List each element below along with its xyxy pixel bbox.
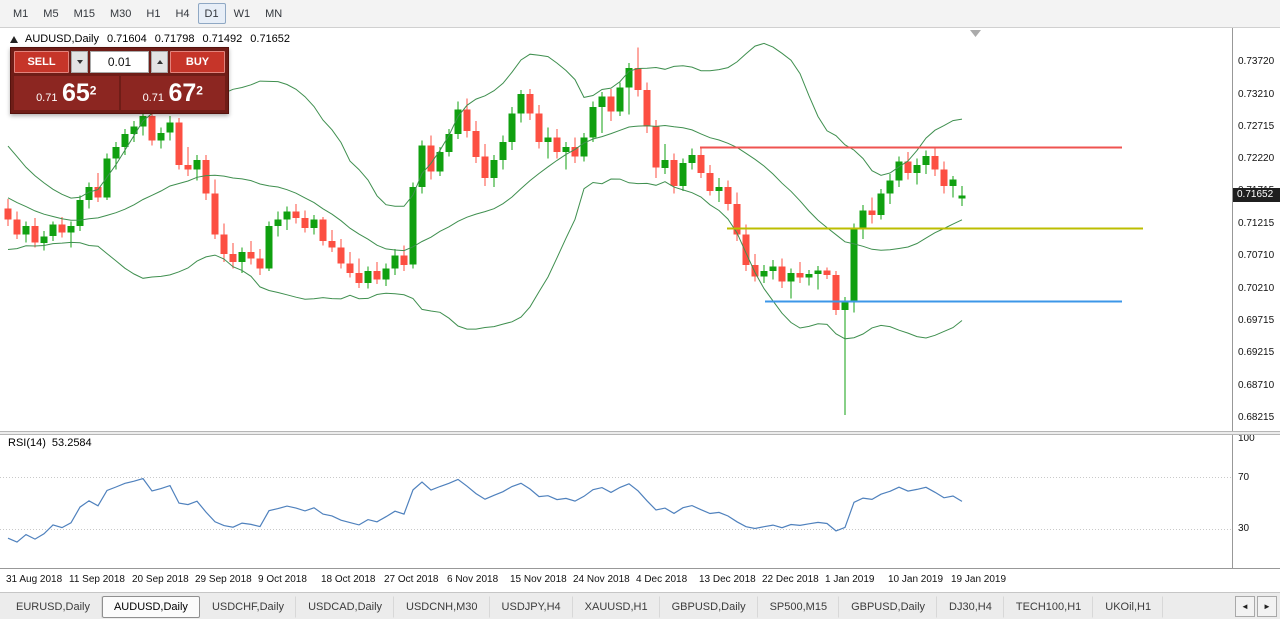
one-click-panel-toggle-icon[interactable] — [10, 35, 18, 43]
chart-tab-gbpusd-daily[interactable]: GBPUSD,Daily — [839, 596, 938, 618]
period-button-m5[interactable]: M5 — [43, 8, 59, 20]
horizontal-line-objects — [700, 146, 1143, 303]
period-button-mn[interactable]: MN — [265, 8, 283, 20]
period-button-w1[interactable]: W1 — [233, 8, 251, 20]
period-button-d1[interactable]: D1 — [197, 3, 226, 24]
period-button-m1[interactable]: M1 — [13, 8, 29, 20]
chart-tab-usdcnh-m30[interactable]: USDCNH,M30 — [394, 596, 490, 618]
chart-symbol-period: AUDUSD,Daily — [25, 33, 99, 45]
triangle-down-icon — [76, 60, 83, 64]
buy-price-major: 0.71 — [142, 92, 164, 104]
chart-window[interactable]: AUDUSD,Daily 0.71604 0.71798 0.71492 0.7… — [0, 28, 1280, 568]
tab-scroll-buttons: ◄ ► — [1235, 593, 1280, 619]
price-tick-label: 0.72220 — [1238, 153, 1275, 164]
date-tick-label: 31 Aug 2018 — [6, 574, 63, 585]
sell-price-point: 2 — [89, 83, 97, 98]
chart-tabbar: EURUSD,Daily AUDUSD,Daily USDCHF,Daily USDC… — [0, 592, 1280, 619]
chart-tabs-list: EURUSD,Daily AUDUSD,Daily USDCHF,Daily USDC… — [0, 593, 1164, 619]
sell-price-major: 0.71 — [36, 92, 58, 104]
chart-info-line: AUDUSD,Daily 0.71604 0.71798 0.71492 0.7… — [10, 33, 290, 45]
chart-tab-eurusd-daily[interactable]: EURUSD,Daily — [4, 596, 102, 618]
sell-price-pips: 65 — [61, 79, 90, 107]
price-tick-label: 0.73720 — [1238, 56, 1275, 67]
date-tick-label: 6 Nov 2018 — [447, 574, 499, 585]
candles-layer — [4, 47, 966, 415]
date-tick-label: 4 Dec 2018 — [636, 574, 688, 585]
volume-input[interactable]: 0.01 — [90, 51, 149, 73]
date-tick-label: 29 Sep 2018 — [195, 574, 252, 585]
period-button-h1[interactable]: H1 — [146, 8, 161, 20]
date-tick-label: 20 Sep 2018 — [132, 574, 189, 585]
time-axis[interactable]: 31 Aug 2018 11 Sep 2018 20 Sep 2018 29 Sep … — [0, 568, 1280, 592]
period-button-m30[interactable]: M30 — [109, 8, 132, 20]
buy-price-button[interactable]: 0.71 672 — [120, 76, 225, 110]
price-tick-label: 0.69215 — [1238, 347, 1275, 358]
chart-tab-audusd-daily[interactable]: AUDUSD,Daily — [101, 596, 200, 618]
ohlc-low: 0.71492 — [202, 33, 243, 45]
ohlc-close: 0.71652 — [250, 33, 291, 45]
price-tick-label: 0.68215 — [1238, 412, 1275, 423]
rsi-tick-label: 70 — [1238, 472, 1250, 483]
rsi-layer — [0, 477, 1232, 543]
buy-price-point: 2 — [196, 83, 203, 98]
rsi-indicator-canvas[interactable] — [0, 435, 1232, 568]
date-tick-label: 18 Oct 2018 — [321, 574, 376, 585]
rsi-tick-label: 30 — [1238, 523, 1250, 534]
volume-up-button[interactable] — [151, 51, 168, 73]
chart-tab-xauusd-h1[interactable]: XAUUSD,H1 — [573, 596, 660, 618]
volume-down-button[interactable] — [71, 51, 88, 73]
rsi-indicator-label: RSI(14) 53.2584 — [8, 437, 92, 449]
rsi-tick-label: 100 — [1238, 433, 1255, 444]
chart-tab-gbpusd-daily[interactable]: GBPUSD,Daily — [660, 596, 758, 618]
chart-tab-usdjpy-h4[interactable]: USDJPY,H4 — [490, 596, 573, 618]
date-tick-label: 19 Jan 2019 — [951, 574, 1007, 585]
date-tick-label: 15 Nov 2018 — [510, 574, 567, 585]
chart-tab-usdchf-daily[interactable]: USDCHF,Daily — [200, 596, 297, 618]
period-toolbar: M1 M5 M15 M30 H1 H4 D1 W1 MN — [0, 0, 1280, 28]
sell-button[interactable]: SELL — [14, 51, 69, 73]
price-scale[interactable]: 0.71652 0.73720 0.73210 0.72715 0.72220 0.71… — [1232, 28, 1280, 568]
period-button-h4[interactable]: H4 — [175, 8, 190, 20]
rsi-value: 53.2584 — [51, 437, 92, 449]
chart-tab-dj30-h4[interactable]: DJ30,H4 — [937, 596, 1004, 618]
buy-price-pips: 67 — [168, 79, 197, 107]
price-tick-label: 0.72715 — [1238, 121, 1275, 132]
date-tick-label: 22 Dec 2018 — [762, 574, 819, 585]
date-tick-label: 11 Sep 2018 — [69, 574, 125, 585]
chart-tab-tech100-h1[interactable]: TECH100,H1 — [1004, 596, 1094, 618]
chart-tab-ukoil-h1[interactable]: UKOil,H1 — [1093, 596, 1164, 618]
price-tick-label: 0.70710 — [1238, 250, 1275, 261]
panel-splitter[interactable] — [0, 431, 1280, 435]
date-tick-label: 13 Dec 2018 — [699, 574, 756, 585]
tab-scroll-left-button[interactable]: ◄ — [1235, 596, 1255, 617]
ohlc-open: 0.71604 — [106, 33, 147, 45]
date-tick-label: 1 Jan 2019 — [825, 574, 875, 585]
date-tick-label: 10 Jan 2019 — [888, 574, 944, 585]
price-chart-canvas[interactable] — [0, 28, 1232, 431]
one-click-trading-panel: SELL 0.01 BUY 0.71 652 0.71 672 — [10, 47, 229, 114]
price-tick-label: 0.69715 — [1238, 315, 1275, 326]
price-tick-label: 0.70210 — [1238, 283, 1275, 294]
ohlc-high: 0.71798 — [154, 33, 195, 45]
date-tick-label: 24 Nov 2018 — [573, 574, 630, 585]
tab-scroll-right-button[interactable]: ► — [1257, 596, 1277, 617]
price-tick-label: 0.68710 — [1238, 380, 1275, 391]
triangle-up-icon — [156, 60, 163, 64]
price-tick-label: 0.73210 — [1238, 89, 1275, 100]
date-tick-label: 9 Oct 2018 — [258, 574, 307, 585]
current-price-badge: 0.71652 — [1233, 188, 1280, 202]
date-tick-label: 27 Oct 2018 — [384, 574, 439, 585]
chart-tab-usdcad-daily[interactable]: USDCAD,Daily — [296, 596, 395, 618]
buy-button[interactable]: BUY — [170, 51, 225, 73]
chart-shift-marker-icon — [970, 30, 981, 37]
price-tick-label: 0.71215 — [1238, 218, 1275, 229]
period-button-m15[interactable]: M15 — [73, 8, 95, 20]
chart-tab-sp500-m15[interactable]: SP500,M15 — [758, 596, 840, 618]
rsi-name: RSI(14) — [8, 437, 46, 449]
sell-price-button[interactable]: 0.71 652 — [14, 76, 119, 110]
